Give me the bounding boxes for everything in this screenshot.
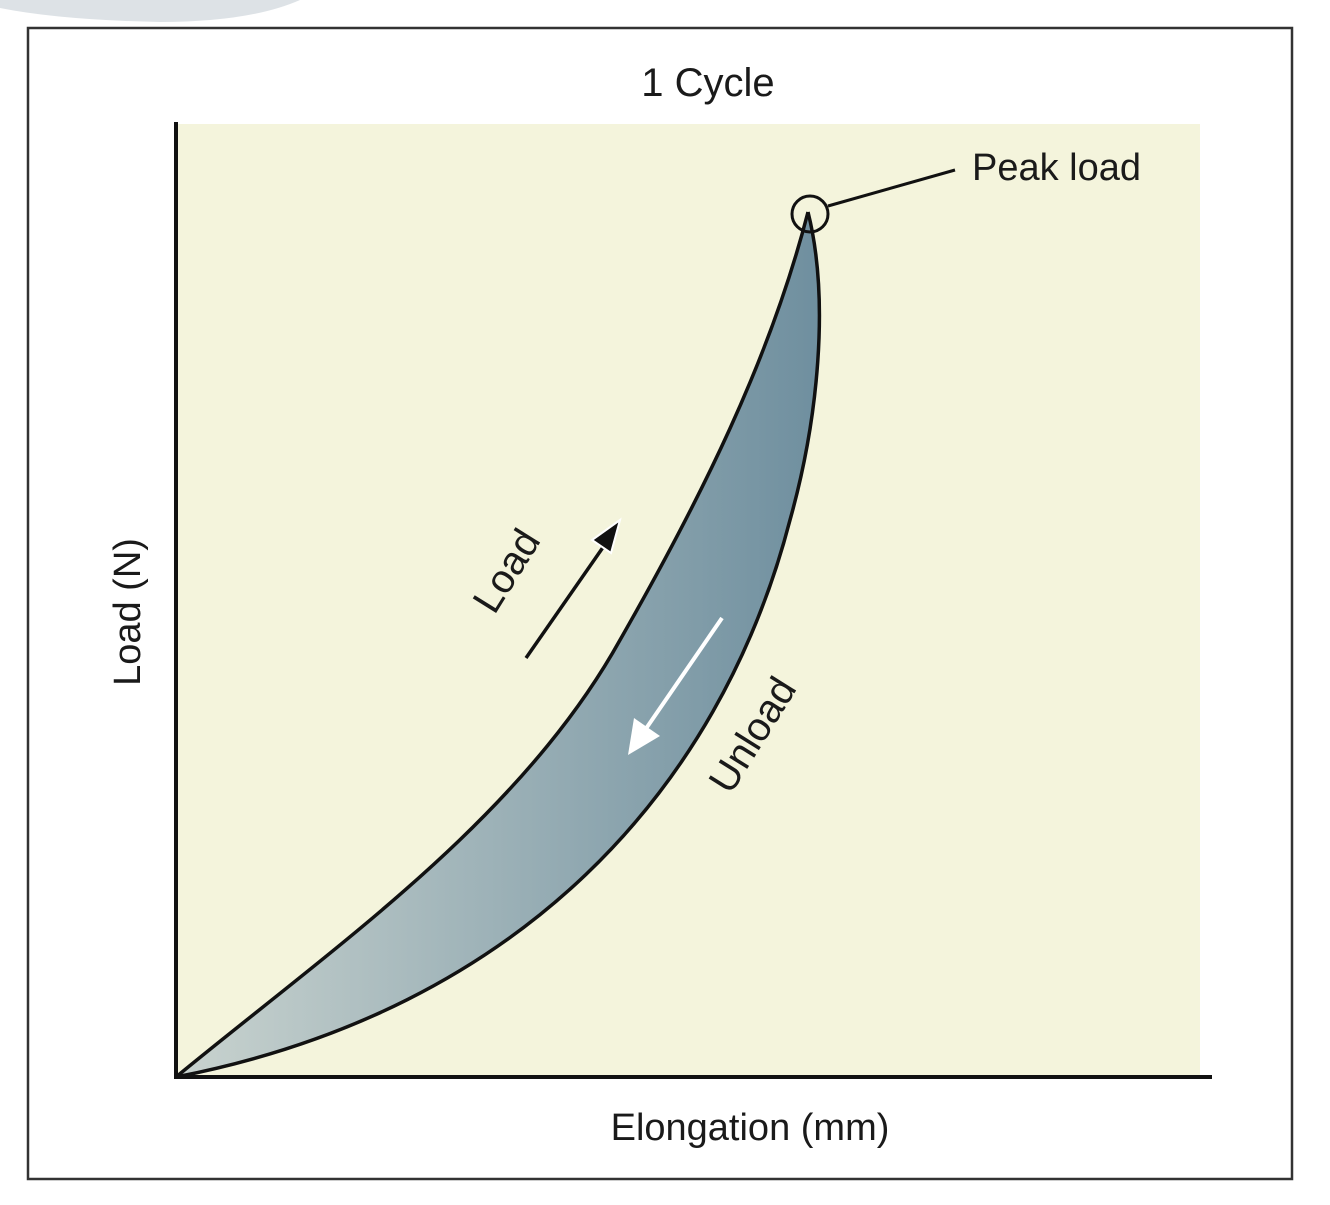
peak-load-leader-line bbox=[827, 168, 956, 208]
peak-load-marker bbox=[790, 194, 830, 234]
x-axis-label: Elongation (mm) bbox=[611, 1107, 890, 1149]
unload-direction-arrow bbox=[628, 616, 724, 755]
peak-load-label: Peak load bbox=[972, 147, 1141, 189]
unloading-curve bbox=[175, 211, 822, 1079]
figure-title: 1 Cycle bbox=[641, 61, 774, 105]
corner-decoration bbox=[0, 0, 300, 22]
hysteresis-loop-area bbox=[176, 212, 820, 1077]
loading-curve bbox=[174, 211, 810, 1079]
y-axis-label: Load (N) bbox=[107, 538, 149, 686]
load-direction-arrow bbox=[524, 517, 622, 659]
